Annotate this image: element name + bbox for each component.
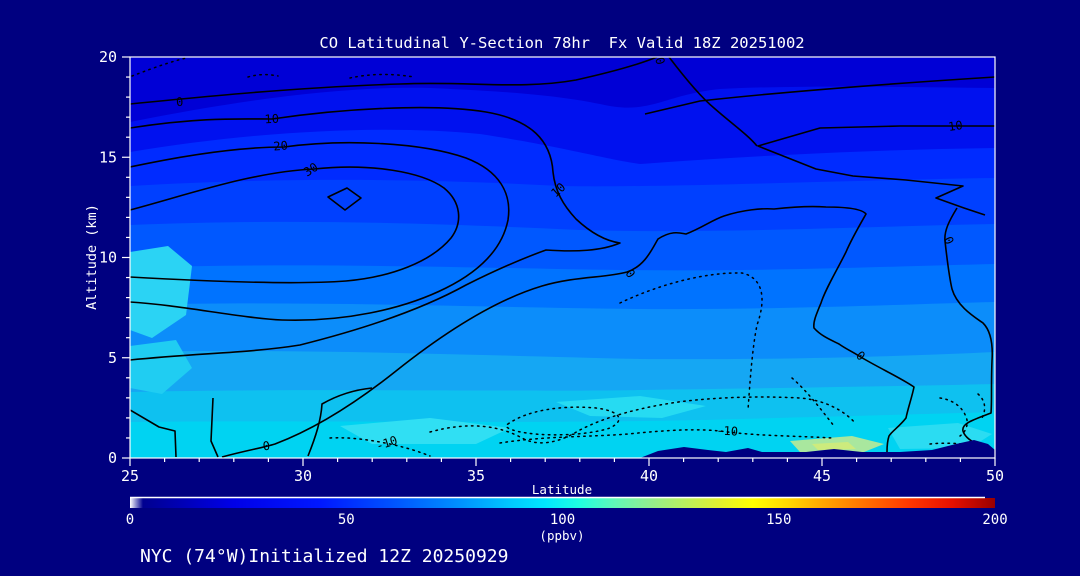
svg-text:15: 15 bbox=[99, 148, 117, 166]
colorbar-bar bbox=[130, 498, 995, 508]
svg-text:0: 0 bbox=[176, 95, 184, 109]
svg-text:-10: -10 bbox=[374, 433, 399, 453]
svg-text:100: 100 bbox=[550, 512, 575, 528]
x-axis-label: Latitude bbox=[532, 482, 592, 497]
svg-text:0: 0 bbox=[108, 449, 117, 467]
svg-text:10: 10 bbox=[99, 249, 117, 267]
svg-text:-10: -10 bbox=[716, 423, 738, 438]
svg-text:40: 40 bbox=[640, 467, 658, 485]
y-axis-ticks: 0 5 10 15 20 bbox=[99, 48, 130, 467]
fill-patch bbox=[130, 246, 192, 338]
svg-text:50: 50 bbox=[338, 512, 355, 528]
fill-band bbox=[130, 412, 995, 458]
x-axis-ticks: 25 30 35 40 45 50 bbox=[121, 458, 1004, 485]
contour-lines-solid bbox=[130, 57, 995, 458]
fill-bands bbox=[130, 57, 995, 458]
colorbar-tick-labels: 0 50 100 150 200 bbox=[126, 512, 1008, 528]
svg-text:0: 0 bbox=[652, 56, 667, 67]
fill-patch bbox=[812, 442, 856, 450]
terrain-silhouette bbox=[640, 440, 995, 458]
fill-patch bbox=[340, 418, 510, 444]
svg-text:200: 200 bbox=[982, 512, 1007, 528]
svg-text:0: 0 bbox=[126, 512, 134, 528]
svg-text:0: 0 bbox=[262, 439, 271, 454]
svg-text:10: 10 bbox=[264, 112, 279, 127]
footer-note: NYC (74°W)Initialized 12Z 20250929 bbox=[140, 546, 508, 567]
y-axis-label: Altitude (km) bbox=[84, 204, 100, 310]
colorbar: 0 50 100 150 200 (ppbv) bbox=[126, 496, 1008, 543]
fill-patch bbox=[130, 340, 192, 394]
svg-text:20: 20 bbox=[273, 138, 289, 153]
svg-text:30: 30 bbox=[294, 467, 312, 485]
svg-text:0: 0 bbox=[941, 235, 957, 247]
svg-text:150: 150 bbox=[766, 512, 791, 528]
svg-text:20: 20 bbox=[99, 48, 117, 66]
svg-text:35: 35 bbox=[467, 467, 485, 485]
fill-patch bbox=[556, 396, 706, 418]
svg-text:5: 5 bbox=[108, 349, 117, 367]
chart-title: CO Latitudinal Y-Section 78hr Fx Valid 1… bbox=[319, 34, 804, 52]
svg-text:30: 30 bbox=[301, 160, 321, 180]
svg-text:10: 10 bbox=[947, 118, 963, 134]
svg-text:50: 50 bbox=[986, 467, 1004, 485]
colorbar-units-label: (ppbv) bbox=[539, 528, 584, 543]
svg-text:25: 25 bbox=[121, 467, 139, 485]
svg-text:45: 45 bbox=[813, 467, 831, 485]
